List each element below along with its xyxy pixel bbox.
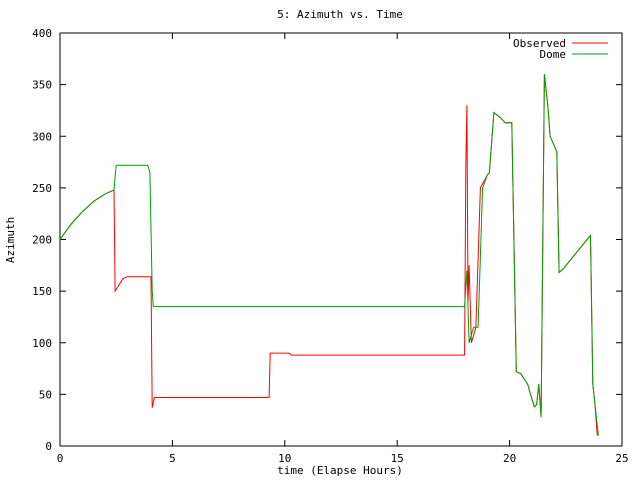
- y-tick-label: 100: [32, 337, 52, 350]
- legend-label: Observed: [513, 37, 566, 50]
- x-axis-label: time (Elapse Hours): [277, 464, 403, 477]
- chart-title: 5: Azimuth vs. Time: [277, 8, 403, 21]
- x-tick-label: 15: [391, 452, 404, 465]
- y-tick-label: 350: [32, 79, 52, 92]
- y-tick-label: 250: [32, 182, 52, 195]
- x-tick-label: 25: [615, 452, 628, 465]
- y-tick-label: 400: [32, 27, 52, 40]
- legend-label: Dome: [540, 48, 567, 61]
- y-axis-label: Azimuth: [4, 217, 17, 263]
- data-line: [59, 74, 599, 436]
- y-tick-label: 0: [45, 440, 52, 453]
- y-tick-label: 50: [39, 388, 52, 401]
- y-tick-label: 300: [32, 130, 52, 143]
- x-tick-label: 0: [57, 452, 64, 465]
- x-tick-label: 5: [169, 452, 176, 465]
- y-tick-label: 150: [32, 285, 52, 298]
- x-tick-label: 10: [278, 452, 291, 465]
- x-tick-label: 20: [503, 452, 516, 465]
- y-tick-label: 200: [32, 234, 52, 247]
